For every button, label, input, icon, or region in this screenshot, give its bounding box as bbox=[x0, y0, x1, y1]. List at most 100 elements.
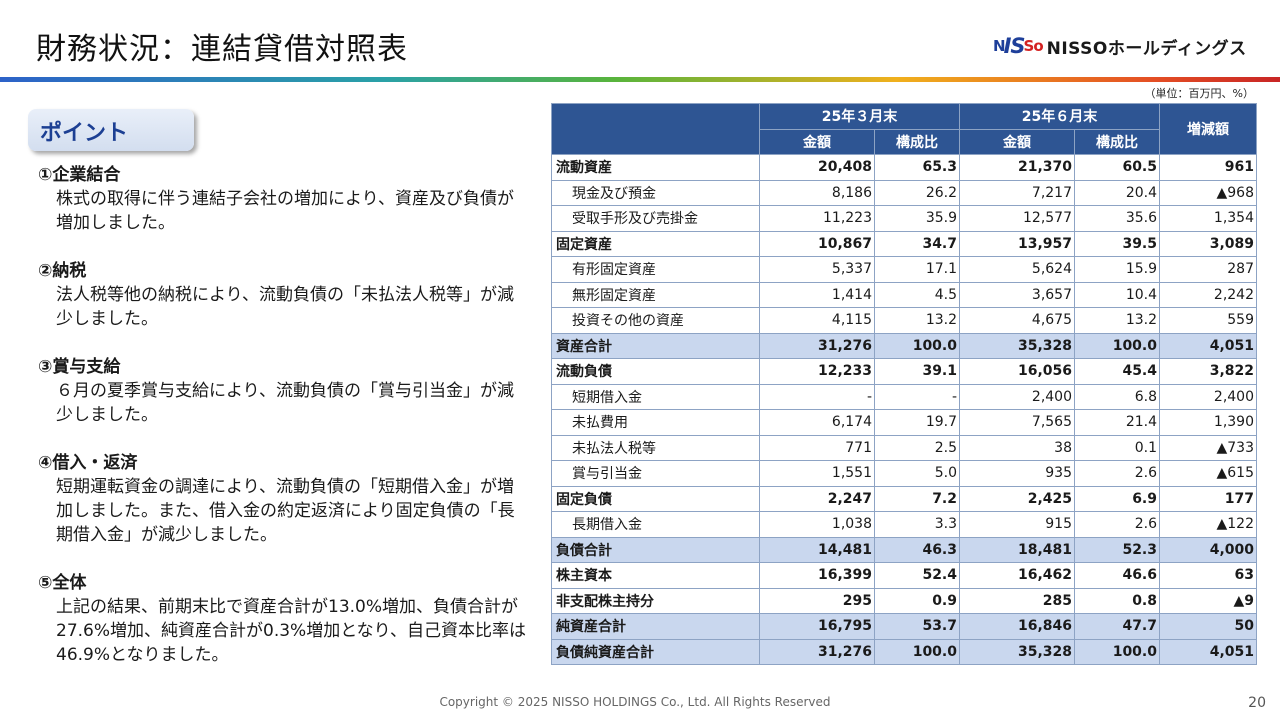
cell-ratio-june: 2.6 bbox=[1074, 460, 1160, 487]
cell-amount-june: 18,481 bbox=[959, 536, 1075, 563]
row-label: 非支配株主持分 bbox=[551, 587, 760, 614]
row-label: 現金及び預金 bbox=[551, 179, 760, 206]
cell-ratio-march: 35.9 bbox=[874, 205, 960, 232]
cell-ratio-june: 47.7 bbox=[1074, 613, 1160, 640]
cell-amount-june: 38 bbox=[959, 434, 1075, 461]
cell-amount-march: 5,337 bbox=[759, 256, 875, 283]
cell-ratio-march: 39.1 bbox=[874, 358, 960, 385]
cell-change: 1,390 bbox=[1159, 409, 1257, 436]
row-label: 未払費用 bbox=[551, 409, 760, 436]
point-item-body: ６月の夏季賞与支給により、流動負債の「賞与引当金」が減少しました。 bbox=[56, 381, 514, 425]
cell-ratio-march: 7.2 bbox=[874, 485, 960, 512]
title-gradient-divider bbox=[0, 77, 1280, 82]
cell-change: 177 bbox=[1159, 485, 1257, 512]
cell-amount-march: 16,399 bbox=[759, 562, 875, 589]
cell-amount-march: 31,276 bbox=[759, 332, 875, 359]
cell-amount-june: 2,400 bbox=[959, 383, 1075, 410]
cell-amount-march: 6,174 bbox=[759, 409, 875, 436]
cell-change: 559 bbox=[1159, 307, 1257, 334]
table-row: 固定資産 10,867 34.7 13,957 39.5 3,089 bbox=[551, 230, 1257, 257]
cell-ratio-march: 19.7 bbox=[874, 409, 960, 436]
cell-amount-june: 285 bbox=[959, 587, 1075, 614]
point-item-heading: ③賞与支給 bbox=[38, 357, 121, 377]
cell-change: 63 bbox=[1159, 562, 1257, 589]
cell-change: 50 bbox=[1159, 613, 1257, 640]
cell-ratio-march: 26.2 bbox=[874, 179, 960, 206]
point-item: ①企業結合 株式の取得に伴う連結子会社の増加により、資産及び負債が増加しました。 bbox=[38, 163, 528, 235]
cell-ratio-march: 0.9 bbox=[874, 587, 960, 614]
row-label: 流動資産 bbox=[551, 154, 760, 181]
cell-ratio-june: 2.6 bbox=[1074, 511, 1160, 538]
cell-ratio-march: - bbox=[874, 383, 960, 410]
cell-ratio-june: 6.9 bbox=[1074, 485, 1160, 512]
table-row: 現金及び預金 8,186 26.2 7,217 20.4 ▲968 bbox=[551, 179, 1257, 206]
cell-change: 4,051 bbox=[1159, 638, 1257, 665]
table-row: 長期借入金 1,038 3.3 915 2.6 ▲122 bbox=[551, 511, 1257, 538]
cell-ratio-june: 52.3 bbox=[1074, 536, 1160, 563]
row-label: 有形固定資産 bbox=[551, 256, 760, 283]
cell-amount-june: 7,217 bbox=[959, 179, 1075, 206]
cell-change: ▲615 bbox=[1159, 460, 1257, 487]
point-heading: ポイント bbox=[40, 121, 129, 146]
cell-ratio-march: 2.5 bbox=[874, 434, 960, 461]
cell-ratio-march: 13.2 bbox=[874, 307, 960, 334]
cell-ratio-june: 60.5 bbox=[1074, 154, 1160, 181]
cell-amount-june: 12,577 bbox=[959, 205, 1075, 232]
cell-amount-march: 1,038 bbox=[759, 511, 875, 538]
cell-change: 2,242 bbox=[1159, 281, 1257, 308]
point-item: ②納税 法人税等他の納税により、流動負債の「未払法人税等」が減少しました。 bbox=[38, 259, 528, 331]
cell-change: ▲733 bbox=[1159, 434, 1257, 461]
table-row: 流動負債 12,233 39.1 16,056 45.4 3,822 bbox=[551, 358, 1257, 385]
cell-change: ▲122 bbox=[1159, 511, 1257, 538]
logo-text: NISSOホールディングス bbox=[1046, 38, 1247, 59]
cell-amount-june: 35,328 bbox=[959, 638, 1075, 665]
cell-amount-march: 11,223 bbox=[759, 205, 875, 232]
point-item-body: 上記の結果、前期末比で資産合計が13.0%増加、負債合計が27.6%増加、純資産… bbox=[56, 597, 527, 665]
header-change: 増減額 bbox=[1159, 103, 1257, 155]
table-row: 有形固定資産 5,337 17.1 5,624 15.9 287 bbox=[551, 256, 1257, 283]
row-label: 未払法人税等 bbox=[551, 434, 760, 461]
table-row: 株主資本 16,399 52.4 16,462 46.6 63 bbox=[551, 562, 1257, 589]
cell-change: 4,051 bbox=[1159, 332, 1257, 359]
table-row: 無形固定資産 1,414 4.5 3,657 10.4 2,242 bbox=[551, 281, 1257, 308]
point-item-body: 短期運転資金の調達により、流動負債の「短期借入金」が増加しました。また、借入金の… bbox=[56, 477, 515, 545]
cell-amount-june: 13,957 bbox=[959, 230, 1075, 257]
header-period-june: 25年６月末 bbox=[959, 103, 1160, 130]
cell-amount-march: - bbox=[759, 383, 875, 410]
cell-change: ▲968 bbox=[1159, 179, 1257, 206]
point-item: ③賞与支給 ６月の夏季賞与支給により、流動負債の「賞与引当金」が減少しました。 bbox=[38, 355, 528, 427]
row-label: 固定資産 bbox=[551, 230, 760, 257]
cell-amount-march: 16,795 bbox=[759, 613, 875, 640]
point-list: ①企業結合 株式の取得に伴う連結子会社の増加により、資産及び負債が増加しました。… bbox=[38, 163, 528, 691]
row-label: 固定負債 bbox=[551, 485, 760, 512]
point-item-body: 株式の取得に伴う連結子会社の増加により、資産及び負債が増加しました。 bbox=[56, 189, 514, 233]
table-row: 固定負債 2,247 7.2 2,425 6.9 177 bbox=[551, 485, 1257, 512]
unit-note: （単位：百万円、%） bbox=[1144, 87, 1254, 100]
cell-ratio-june: 45.4 bbox=[1074, 358, 1160, 385]
cell-ratio-june: 46.6 bbox=[1074, 562, 1160, 589]
cell-change: 3,822 bbox=[1159, 358, 1257, 385]
cell-amount-march: 10,867 bbox=[759, 230, 875, 257]
table-row: 純資産合計 16,795 53.7 16,846 47.7 50 bbox=[551, 613, 1257, 640]
cell-amount-june: 2,425 bbox=[959, 485, 1075, 512]
cell-amount-june: 35,328 bbox=[959, 332, 1075, 359]
cell-ratio-march: 100.0 bbox=[874, 638, 960, 665]
row-label: 賞与引当金 bbox=[551, 460, 760, 487]
cell-amount-june: 4,675 bbox=[959, 307, 1075, 334]
cell-ratio-march: 53.7 bbox=[874, 613, 960, 640]
cell-amount-june: 16,846 bbox=[959, 613, 1075, 640]
point-heading-box: ポイント bbox=[28, 109, 194, 151]
cell-ratio-june: 6.8 bbox=[1074, 383, 1160, 410]
table-row: 投資その他の資産 4,115 13.2 4,675 13.2 559 bbox=[551, 307, 1257, 334]
table-row: 非支配株主持分 295 0.9 285 0.8 ▲9 bbox=[551, 587, 1257, 614]
row-label: 長期借入金 bbox=[551, 511, 760, 538]
header-amount: 金額 bbox=[759, 128, 875, 155]
cell-change: 961 bbox=[1159, 154, 1257, 181]
row-label: 無形固定資産 bbox=[551, 281, 760, 308]
company-logo: N IS So NISSOホールディングス bbox=[993, 34, 1247, 59]
row-label: 純資産合計 bbox=[551, 613, 760, 640]
cell-ratio-march: 100.0 bbox=[874, 332, 960, 359]
cell-amount-march: 771 bbox=[759, 434, 875, 461]
cell-amount-june: 21,370 bbox=[959, 154, 1075, 181]
point-item-body: 法人税等他の納税により、流動負債の「未払法人税等」が減少しました。 bbox=[56, 285, 514, 329]
